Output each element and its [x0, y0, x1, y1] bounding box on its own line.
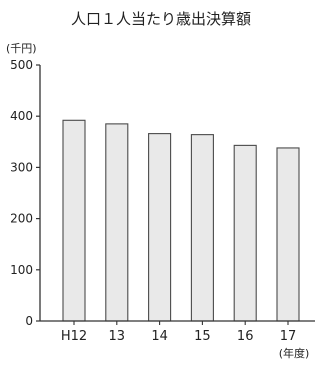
- bar: [190, 134, 214, 322]
- y-tick-label: 200: [10, 212, 33, 226]
- y-tick-label: 100: [10, 263, 33, 277]
- bar: [148, 133, 172, 322]
- y-tick-label: 300: [10, 160, 33, 174]
- bar: [276, 147, 300, 322]
- chart-title: 人口１人当たり歳出決算額: [71, 10, 251, 28]
- x-tick-label: 14: [151, 329, 168, 344]
- y-tick-label: 500: [10, 58, 33, 72]
- y-tick-label: 400: [10, 109, 33, 123]
- bar: [233, 144, 257, 322]
- bar: [62, 119, 86, 322]
- x-tick-label: 16: [237, 329, 254, 344]
- x-tick-label: H12: [61, 329, 87, 344]
- y-axis-unit: (千円): [6, 42, 37, 55]
- x-tick-label: 15: [194, 329, 211, 344]
- bars: [62, 119, 300, 322]
- y-tick-label: 0: [25, 314, 33, 328]
- y-axis-ticks: 0 100 200 300 400 500: [10, 58, 40, 328]
- x-tick-label: 17: [280, 329, 297, 344]
- x-axis-unit: (年度): [279, 346, 310, 360]
- x-axis-ticks: H12 13 14 15 16 17: [61, 321, 296, 344]
- bar: [105, 123, 129, 322]
- x-tick-label: 13: [109, 329, 126, 344]
